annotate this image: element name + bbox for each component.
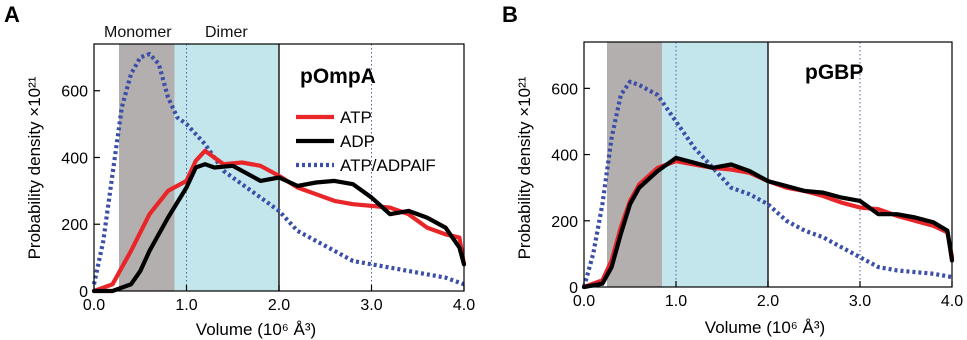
x-tick-label: 1.0	[175, 297, 197, 314]
region-label-monomer: Monomer	[104, 24, 172, 41]
panel-title: pGBP	[805, 61, 863, 84]
legend-label: ATP	[340, 108, 372, 127]
legend: ATP ADP ATP/ADPAlF	[296, 108, 436, 175]
plot-area: 0.0 1.0 2.0 3.0 4.0 0 200 400 600	[61, 43, 475, 314]
shaded-region	[662, 42, 768, 287]
panel-a: 0.0 1.0 2.0 3.0 4.0 0 200 400 600 A Monomer Dime…	[4, 2, 475, 339]
y-tick-label: 400	[61, 150, 88, 167]
plot-area: 0.0 1.0 2.0 3.0 4.0 0 200 400 600	[551, 41, 963, 310]
x-tick-label: 2.0	[268, 297, 290, 314]
x-tick-label: 3.0	[360, 297, 382, 314]
x-tick-label: 1.0	[665, 293, 687, 310]
x-tick-label: 0.0	[573, 293, 595, 310]
y-tick-label: 600	[551, 81, 578, 98]
y-tick-label: 400	[551, 148, 578, 165]
y-tick-label: 200	[551, 214, 578, 231]
series-line-atp-adpalf	[91, 51, 465, 287]
x-tick-label: 0.0	[83, 297, 105, 314]
y-tick-label: 0	[569, 280, 578, 297]
panel-letter: B	[502, 2, 518, 27]
panel-letter: A	[4, 2, 20, 27]
region-label-dimer: Dimer	[205, 24, 248, 41]
y-tick-label: 600	[61, 84, 88, 101]
y-axis-label: Probability density ×10²¹	[515, 76, 534, 259]
series-line-atp	[91, 148, 467, 294]
x-axis-label: Volume (10⁶ Å³)	[705, 318, 825, 337]
legend-label: ATP/ADPAlF	[340, 156, 436, 175]
x-tick-label: 3.0	[849, 293, 871, 310]
panel-b: 0.0 1.0 2.0 3.0 4.0 0 200 400 600 B pGBP Volume …	[502, 2, 963, 337]
series-line-adp	[581, 155, 955, 290]
y-tick-label: 200	[61, 217, 88, 234]
x-tick-label: 4.0	[941, 293, 963, 310]
y-axis-label: Probability density ×10²¹	[25, 76, 44, 259]
series-line-atp-adpalf	[581, 79, 953, 288]
x-axis-label: Volume (10⁶ Å³)	[196, 320, 316, 339]
x-tick-label: 4.0	[453, 297, 475, 314]
legend-label: ADP	[340, 132, 375, 151]
x-tick-label: 2.0	[757, 293, 779, 310]
series-line-adp	[91, 162, 467, 294]
y-tick-label: 0	[79, 284, 88, 301]
panel-title: pOmpA	[300, 65, 376, 88]
